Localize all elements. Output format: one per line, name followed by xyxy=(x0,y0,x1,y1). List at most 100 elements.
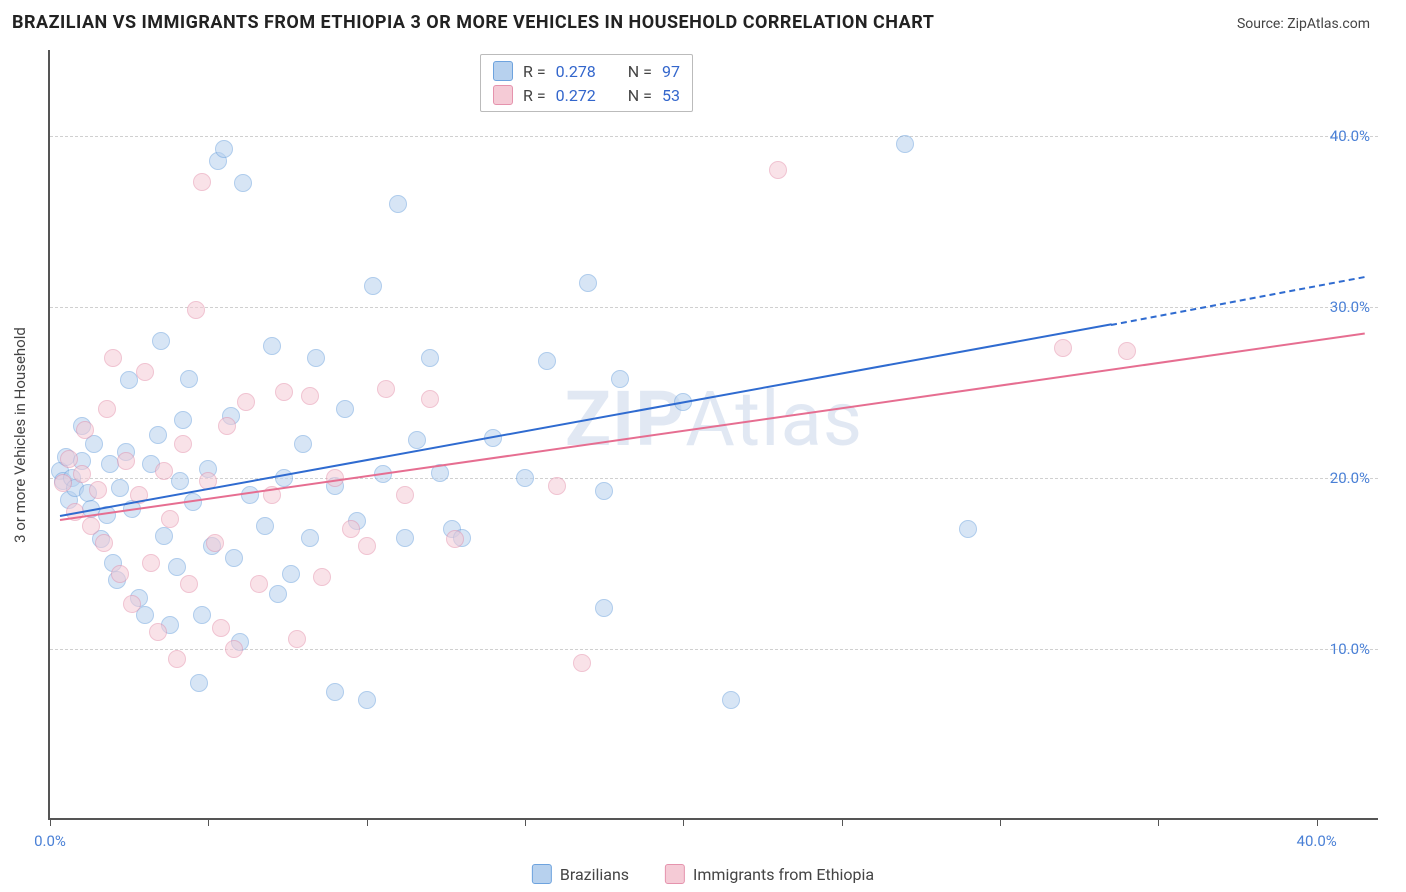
data-point xyxy=(149,623,167,641)
data-point xyxy=(446,530,464,548)
data-point xyxy=(136,363,154,381)
data-point xyxy=(225,640,243,658)
xtick xyxy=(525,818,526,826)
y-axis-title: 3 or more Vehicles in Household xyxy=(11,327,29,543)
gridline xyxy=(50,649,1378,650)
source-attribution: Source: ZipAtlas.com xyxy=(1237,16,1370,32)
data-point xyxy=(174,435,192,453)
xtick xyxy=(50,818,51,826)
gridline xyxy=(50,307,1378,308)
data-point xyxy=(275,383,293,401)
xtick xyxy=(367,818,368,826)
data-point xyxy=(117,452,135,470)
data-point xyxy=(174,411,192,429)
data-point xyxy=(142,554,160,572)
data-point xyxy=(89,481,107,499)
data-point xyxy=(326,683,344,701)
data-point xyxy=(218,417,236,435)
data-point xyxy=(421,349,439,367)
ytick-label: 20.0% xyxy=(1330,469,1370,487)
xtick xyxy=(683,818,684,826)
data-point xyxy=(282,565,300,583)
series-legend: Brazilians Immigrants from Ethiopia xyxy=(532,864,874,884)
legend-item-a: Brazilians xyxy=(532,864,629,884)
data-point xyxy=(301,529,319,547)
xtick xyxy=(1317,818,1318,826)
data-point xyxy=(269,585,287,603)
data-point xyxy=(538,352,556,370)
data-point xyxy=(149,426,167,444)
plot-area: ZIPAtlas R = 0.278 N = 97 R = 0.272 N = … xyxy=(48,50,1378,820)
data-point xyxy=(168,558,186,576)
data-point xyxy=(611,370,629,388)
chart-title: BRAZILIAN VS IMMIGRANTS FROM ETHIOPIA 3 … xyxy=(12,12,934,33)
data-point xyxy=(396,486,414,504)
ytick-label: 30.0% xyxy=(1330,298,1370,316)
data-point xyxy=(193,606,211,624)
data-point xyxy=(237,393,255,411)
data-point xyxy=(123,595,141,613)
data-point xyxy=(76,421,94,439)
data-point xyxy=(301,387,319,405)
ytick-label: 40.0% xyxy=(1330,127,1370,145)
watermark: ZIPAtlas xyxy=(565,374,863,464)
data-point xyxy=(336,400,354,418)
data-point xyxy=(168,650,186,668)
xtick xyxy=(1000,818,1001,826)
data-point xyxy=(307,349,325,367)
data-point xyxy=(275,469,293,487)
legend-label-b: Immigrants from Ethiopia xyxy=(693,865,874,884)
legend-swatch-b xyxy=(493,85,513,105)
xtick xyxy=(208,818,209,826)
data-point xyxy=(234,174,252,192)
data-point xyxy=(516,469,534,487)
data-point xyxy=(161,510,179,528)
legend-swatch-a-icon xyxy=(532,864,552,884)
data-point xyxy=(155,527,173,545)
data-point xyxy=(573,654,591,672)
data-point xyxy=(364,277,382,295)
trend-line xyxy=(1111,276,1365,326)
data-point xyxy=(256,517,274,535)
data-point xyxy=(959,520,977,538)
legend-item-b: Immigrants from Ethiopia xyxy=(665,864,874,884)
trend-line xyxy=(59,332,1364,520)
data-point xyxy=(595,599,613,617)
data-point xyxy=(225,549,243,567)
data-point xyxy=(241,486,259,504)
data-point xyxy=(313,568,331,586)
chart-container: 3 or more Vehicles in Household ZIPAtlas… xyxy=(48,50,1378,820)
data-point xyxy=(60,450,78,468)
data-point xyxy=(769,161,787,179)
data-point xyxy=(595,482,613,500)
data-point xyxy=(187,301,205,319)
trend-line xyxy=(59,324,1111,518)
data-point xyxy=(250,575,268,593)
data-point xyxy=(180,575,198,593)
data-point xyxy=(111,565,129,583)
xtick-label: 0.0% xyxy=(34,832,66,850)
data-point xyxy=(579,274,597,292)
data-point xyxy=(171,472,189,490)
gridline xyxy=(50,136,1378,137)
xtick xyxy=(842,818,843,826)
data-point xyxy=(396,529,414,547)
data-point xyxy=(155,462,173,480)
data-point xyxy=(263,337,281,355)
legend-row-series-a: R = 0.278 N = 97 xyxy=(493,59,680,83)
xtick-label: 40.0% xyxy=(1297,832,1337,850)
xtick xyxy=(1158,818,1159,826)
data-point xyxy=(1054,339,1072,357)
data-point xyxy=(342,520,360,538)
data-point xyxy=(82,517,100,535)
data-point xyxy=(104,349,122,367)
data-point xyxy=(212,619,230,637)
data-point xyxy=(1118,342,1136,360)
data-point xyxy=(152,332,170,350)
ytick-label: 10.0% xyxy=(1330,640,1370,658)
data-point xyxy=(73,465,91,483)
data-point xyxy=(722,691,740,709)
data-point xyxy=(421,390,439,408)
data-point xyxy=(190,674,208,692)
legend-swatch-b-icon xyxy=(665,864,685,884)
